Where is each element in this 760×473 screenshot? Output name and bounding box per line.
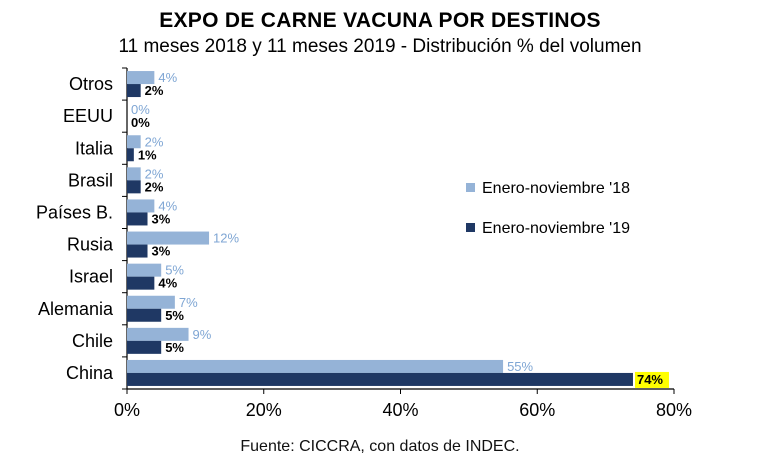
x-tick-label: 60% — [519, 400, 555, 420]
highlight-box — [634, 371, 669, 388]
data-label: 2% — [145, 134, 164, 149]
bar-2019 — [127, 212, 148, 226]
category-label: Otros — [69, 74, 113, 94]
bar-2018 — [127, 359, 504, 373]
data-label: 9% — [193, 327, 212, 342]
bar-2018 — [127, 199, 155, 213]
bar-2019 — [127, 340, 162, 354]
legend-swatch — [466, 223, 475, 232]
category-label: Alemania — [38, 299, 114, 319]
bar-2018 — [127, 295, 175, 309]
data-label: 5% — [165, 340, 184, 355]
category-label: Rusia — [67, 235, 114, 255]
data-label: 4% — [158, 198, 177, 213]
data-label: 2% — [145, 166, 164, 181]
bar-2019 — [127, 148, 134, 162]
legend-label: Enero-noviembre '18 — [482, 180, 630, 197]
bar-2019 — [127, 180, 141, 194]
data-label: 3% — [152, 244, 171, 259]
category-label: Israel — [69, 267, 113, 287]
bar-2018 — [127, 327, 189, 341]
data-label: 74% — [637, 372, 663, 387]
bar-2019 — [127, 276, 155, 290]
bar-2019 — [127, 84, 141, 98]
data-label: 5% — [165, 308, 184, 323]
bar-2019 — [127, 372, 633, 386]
data-label: 7% — [179, 295, 198, 310]
x-tick-label: 0% — [114, 400, 140, 420]
category-label: Italia — [75, 138, 114, 158]
x-tick-label: 80% — [656, 400, 692, 420]
category-label: Brasil — [68, 170, 113, 190]
data-label: 0% — [131, 115, 150, 130]
bar-2018 — [127, 135, 141, 149]
bar-2018 — [127, 71, 155, 85]
x-tick-label: 20% — [246, 400, 282, 420]
data-label: 12% — [213, 231, 239, 246]
data-label: 3% — [152, 211, 171, 226]
legend-swatch — [466, 183, 475, 192]
data-label: 4% — [158, 276, 177, 291]
category-label: EEUU — [63, 106, 113, 126]
bar-2018 — [127, 231, 210, 245]
data-label: 1% — [138, 147, 157, 162]
category-label: China — [66, 363, 114, 383]
legend-label: Enero-noviembre '19 — [482, 220, 630, 237]
chart-title: EXPO DE CARNE VACUNA POR DESTINOS — [159, 9, 601, 32]
data-label: 2% — [145, 83, 164, 98]
category-label: Países B. — [36, 202, 113, 222]
data-label: 2% — [145, 179, 164, 194]
data-label: 0% — [131, 102, 150, 117]
data-label: 4% — [158, 70, 177, 85]
chart-subtitle: 11 meses 2018 y 11 meses 2019 - Distribu… — [118, 36, 642, 57]
bar-2018 — [127, 263, 162, 277]
data-label: 5% — [165, 263, 184, 278]
bar-2019 — [127, 308, 162, 322]
bar-2018 — [127, 167, 141, 181]
category-label: Chile — [72, 331, 113, 351]
data-label: 55% — [507, 359, 533, 374]
bar-2019 — [127, 244, 148, 258]
x-tick-label: 40% — [382, 400, 418, 420]
source-note: Fuente: CICCRA, con datos de INDEC. — [240, 438, 520, 455]
